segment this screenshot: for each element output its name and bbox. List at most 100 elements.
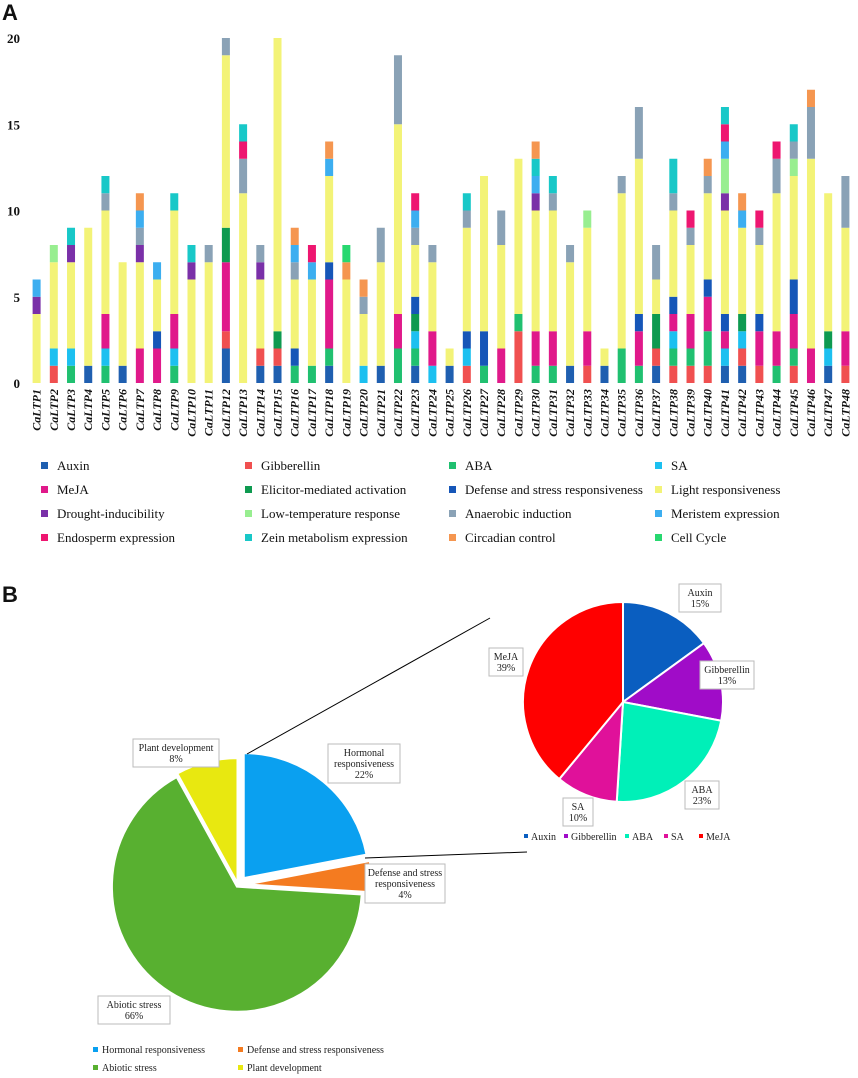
x-tick-label-CaLTP22: CaLTP22 <box>391 389 405 437</box>
pie-label-2-line-1: 66% <box>125 1011 143 1022</box>
bar-segment-CaLTP10-13 <box>187 245 196 263</box>
pie-label-1-line-0: Defense and stress <box>368 868 443 879</box>
bar-segment-CaLTP7-7 <box>135 262 144 349</box>
bar-segment-CaLTP38-13 <box>669 158 678 194</box>
bar-segment-CaLTP47-7 <box>824 193 833 332</box>
x-tick-label-CaLTP2: CaLTP2 <box>47 389 61 431</box>
legend-swatch-5 <box>245 486 252 493</box>
bar-segment-CaLTP18-11 <box>325 158 334 176</box>
bar-segment-CaLTP16-2 <box>290 365 299 383</box>
bar-segment-CaLTP16-11 <box>290 245 299 263</box>
hormone-label-1-box <box>699 660 755 690</box>
bar-segment-CaLTP28-7 <box>497 245 506 349</box>
hormone-slice-4 <box>522 600 624 781</box>
bar-segment-CaLTP32-0 <box>566 365 575 383</box>
bar-segment-CaLTP23-12 <box>411 193 420 211</box>
hormone-label-2-line-1: 23% <box>693 796 711 807</box>
x-tick-label-CaLTP26: CaLTP26 <box>460 389 474 437</box>
bar-segment-CaLTP1-11 <box>32 279 41 297</box>
bar-segment-CaLTP48-7 <box>841 227 850 332</box>
bar-segment-CaLTP40-10 <box>703 176 712 194</box>
bar-segment-CaLTP30-7 <box>531 210 540 332</box>
legend-swatch-11 <box>655 510 662 517</box>
bar-segment-CaLTP30-13 <box>531 158 540 176</box>
legend-swatch-13 <box>245 534 252 541</box>
hormone-label-0-box <box>678 583 722 613</box>
bar-segment-CaLTP43-1 <box>755 365 764 383</box>
bar-segment-CaLTP35-10 <box>617 176 626 194</box>
pie-label-0-line-1: responsiveness <box>334 759 394 770</box>
bar-segment-CaLTP8-4 <box>153 348 162 383</box>
bar-segment-CaLTP39-2 <box>686 348 695 366</box>
hormone-label-4-box <box>488 647 524 677</box>
y-tick-label-0: 0 <box>14 376 21 391</box>
bar-segment-CaLTP18-4 <box>325 279 334 349</box>
legend-label-3: SA <box>671 458 688 473</box>
bar-segment-CaLTP40-4 <box>703 296 712 332</box>
bar-segment-CaLTP42-11 <box>738 210 747 228</box>
bar-segment-CaLTP23-10 <box>411 227 420 245</box>
bar-segment-CaLTP17-7 <box>307 279 316 366</box>
bar-segment-CaLTP48-1 <box>841 365 850 383</box>
bar-segment-CaLTP42-0 <box>738 365 747 383</box>
bar-segment-CaLTP42-5 <box>738 314 747 332</box>
legend-swatch-12 <box>41 534 48 541</box>
panel-label-a: A <box>2 0 18 25</box>
x-tick-label-CaLTP7: CaLTP7 <box>133 388 147 431</box>
bar-segment-CaLTP5-7 <box>101 210 110 314</box>
bar-segment-CaLTP7-11 <box>135 210 144 228</box>
bar-segment-CaLTP26-1 <box>462 365 471 383</box>
bar-segment-CaLTP7-4 <box>135 348 144 383</box>
bar-segment-CaLTP18-0 <box>325 365 334 383</box>
x-tick-label-CaLTP17: CaLTP17 <box>305 388 319 437</box>
bar-segment-CaLTP33-4 <box>583 331 592 366</box>
stacked-bar-chart: 0 5 10 15 20 CaLTP1 CaLTP2 CaLTP3 CaLTP4 CaLTP5 Ca… <box>7 31 852 437</box>
x-tick-label-CaLTP8: CaLTP8 <box>150 389 164 431</box>
legend-label-0: Auxin <box>57 458 90 473</box>
bar-segment-CaLTP38-7 <box>669 210 678 297</box>
bar-segment-CaLTP44-4 <box>772 331 781 366</box>
bar-segment-CaLTP23-2 <box>411 348 420 366</box>
x-tick-label-CaLTP41: CaLTP41 <box>718 389 732 437</box>
connector-line-bottom <box>364 851 528 859</box>
bar-segment-CaLTP45-1 <box>789 365 798 383</box>
legend-label-6: Defense and stress responsiveness <box>465 482 643 497</box>
bar-segment-CaLTP43-12 <box>755 210 764 228</box>
bar-segment-CaLTP5-3 <box>101 348 110 366</box>
bar-segment-CaLTP46-14 <box>806 89 815 107</box>
bar-segment-CaLTP3-8 <box>67 245 76 263</box>
hormone-label-1-line-0: Gibberellin <box>704 665 750 676</box>
pie-slice-0 <box>242 752 368 880</box>
pie-legend-label-1: Defense and stress responsiveness <box>247 1045 384 1056</box>
bar-segment-CaLTP24-7 <box>428 262 437 332</box>
x-tick-label-CaLTP14: CaLTP14 <box>253 389 267 437</box>
bar-segment-CaLTP47-3 <box>824 348 833 366</box>
bar-segment-CaLTP7-10 <box>135 227 144 245</box>
x-tick-label-CaLTP6: CaLTP6 <box>116 389 130 431</box>
bar-segment-CaLTP26-6 <box>462 331 471 349</box>
pie-legend-swatch-3 <box>238 1065 243 1070</box>
bar-segment-CaLTP41-9 <box>720 158 729 194</box>
hormone-label-3-line-0: SA <box>572 802 586 813</box>
bar-segment-CaLTP47-5 <box>824 331 833 349</box>
x-tick-label-CaLTP44: CaLTP44 <box>770 389 784 437</box>
bar-segment-CaLTP46-10 <box>806 107 815 159</box>
bar-segment-CaLTP23-6 <box>411 296 420 314</box>
pie-legend-swatch-0 <box>93 1047 98 1052</box>
legend-swatch-1 <box>245 462 252 469</box>
bar-segment-CaLTP7-8 <box>135 245 144 263</box>
legend-label-9: Low-temperature response <box>261 506 400 521</box>
bar-segment-CaLTP18-6 <box>325 262 334 280</box>
legend-swatch-8 <box>41 510 48 517</box>
pie-label-3-line-1: 8% <box>169 754 182 765</box>
x-tick-label-CaLTP42: CaLTP42 <box>735 389 749 437</box>
bar-segment-CaLTP24-3 <box>428 365 437 383</box>
bar-segment-CaLTP37-7 <box>652 279 661 314</box>
bar-segment-CaLTP41-4 <box>720 331 729 349</box>
bar-segment-CaLTP26-7 <box>462 227 471 332</box>
bar-segment-CaLTP45-9 <box>789 158 798 176</box>
legend-swatch-2 <box>449 462 456 469</box>
y-tick-label-1: 5 <box>14 290 21 305</box>
bar-segment-CaLTP24-10 <box>428 245 437 263</box>
